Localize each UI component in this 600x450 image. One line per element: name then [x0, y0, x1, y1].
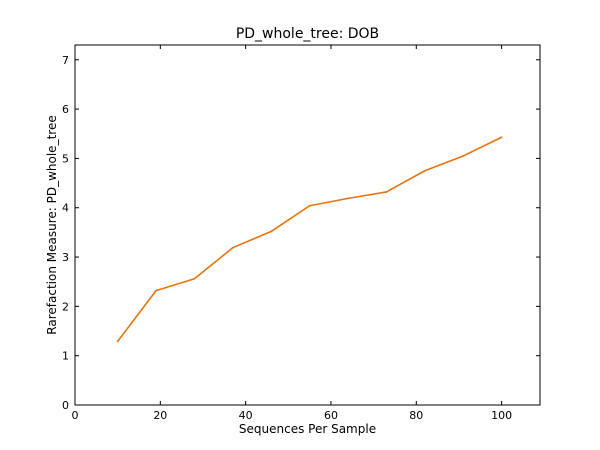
x-tick-label: 80 [409, 409, 423, 422]
chart-title: PD_whole_tree: DOB [236, 26, 379, 42]
x-tick-label: 60 [324, 409, 338, 422]
y-tick-label: 3 [62, 251, 69, 264]
y-axis-label: Rarefaction Measure: PD_whole_tree [45, 115, 59, 334]
x-tick-label: 100 [491, 409, 512, 422]
y-tick-label: 1 [62, 350, 69, 363]
x-tick-label: 20 [153, 409, 167, 422]
data-point [385, 191, 388, 193]
data-point [308, 204, 311, 207]
series-layer [116, 136, 503, 343]
data-point [500, 136, 503, 139]
y-tick-label: 6 [62, 103, 69, 116]
data-point [270, 230, 273, 233]
ticks: 0 20 40 60 80 100 0 1 2 3 4 5 6 7 [62, 45, 540, 422]
y-tick-label: 2 [62, 300, 69, 313]
y-tick-label: 7 [62, 54, 69, 67]
y-tick-label: 5 [62, 152, 69, 165]
data-point [347, 197, 349, 200]
data-point [462, 155, 465, 157]
x-axis-label: Sequences Per Sample [239, 422, 376, 436]
plot-area [74, 44, 541, 406]
x-tick-label: 40 [239, 409, 253, 422]
data-point [423, 169, 426, 172]
data-point [231, 246, 234, 249]
data-point [116, 340, 119, 343]
y-tick-label: 0 [62, 399, 69, 412]
data-point [193, 277, 196, 280]
y-tick-label: 4 [62, 202, 69, 215]
data-point [155, 289, 157, 292]
x-tick-label: 0 [72, 409, 79, 422]
